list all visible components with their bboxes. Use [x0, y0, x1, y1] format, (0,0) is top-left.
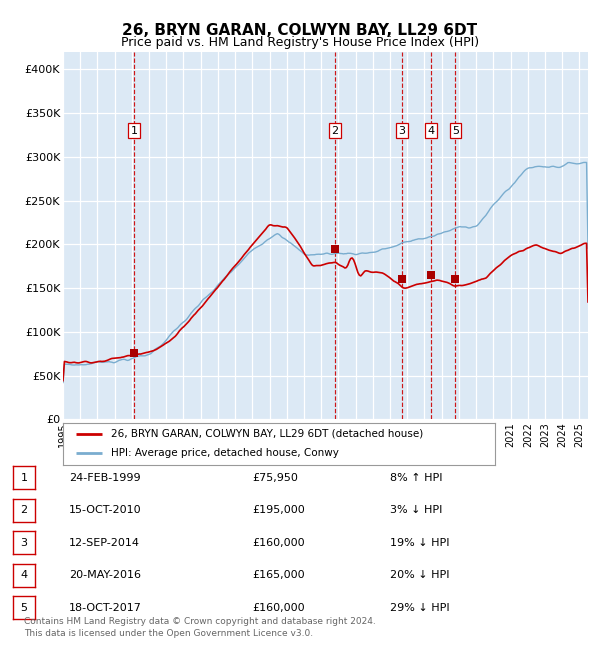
Text: 3: 3 — [398, 125, 406, 136]
Text: 3% ↓ HPI: 3% ↓ HPI — [390, 505, 442, 515]
Text: Price paid vs. HM Land Registry's House Price Index (HPI): Price paid vs. HM Land Registry's House … — [121, 36, 479, 49]
Text: £75,950: £75,950 — [252, 473, 298, 483]
Text: £160,000: £160,000 — [252, 603, 305, 613]
Text: 5: 5 — [20, 603, 28, 613]
Text: 2: 2 — [20, 505, 28, 515]
Text: 3: 3 — [20, 538, 28, 548]
Text: 15-OCT-2010: 15-OCT-2010 — [69, 505, 142, 515]
Text: 12-SEP-2014: 12-SEP-2014 — [69, 538, 140, 548]
Text: 4: 4 — [20, 570, 28, 580]
Text: HPI: Average price, detached house, Conwy: HPI: Average price, detached house, Conw… — [110, 448, 338, 458]
Text: 20% ↓ HPI: 20% ↓ HPI — [390, 570, 449, 580]
Text: £165,000: £165,000 — [252, 570, 305, 580]
Text: 18-OCT-2017: 18-OCT-2017 — [69, 603, 142, 613]
Text: £160,000: £160,000 — [252, 538, 305, 548]
Text: 8% ↑ HPI: 8% ↑ HPI — [390, 473, 443, 483]
Text: 29% ↓ HPI: 29% ↓ HPI — [390, 603, 449, 613]
Text: 19% ↓ HPI: 19% ↓ HPI — [390, 538, 449, 548]
Text: 1: 1 — [20, 473, 28, 483]
Text: 20-MAY-2016: 20-MAY-2016 — [69, 570, 141, 580]
Text: £195,000: £195,000 — [252, 505, 305, 515]
Text: Contains HM Land Registry data © Crown copyright and database right 2024.
This d: Contains HM Land Registry data © Crown c… — [24, 618, 376, 638]
Text: 1: 1 — [131, 125, 138, 136]
Text: 5: 5 — [452, 125, 459, 136]
Text: 26, BRYN GARAN, COLWYN BAY, LL29 6DT (detached house): 26, BRYN GARAN, COLWYN BAY, LL29 6DT (de… — [110, 429, 423, 439]
Text: 2: 2 — [331, 125, 338, 136]
Text: 4: 4 — [427, 125, 434, 136]
Text: 24-FEB-1999: 24-FEB-1999 — [69, 473, 140, 483]
Text: 26, BRYN GARAN, COLWYN BAY, LL29 6DT: 26, BRYN GARAN, COLWYN BAY, LL29 6DT — [122, 23, 478, 38]
